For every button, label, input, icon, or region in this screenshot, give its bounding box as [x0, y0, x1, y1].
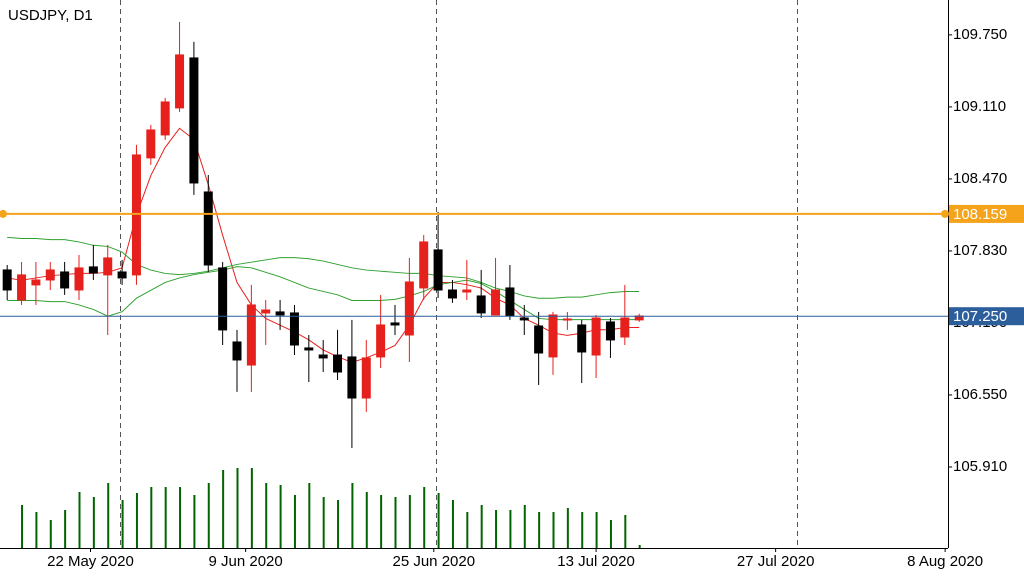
- candle-body: [2, 269, 12, 291]
- candle-body: [591, 317, 601, 356]
- indicator-line: [7, 236, 640, 299]
- candle-body: [146, 129, 156, 159]
- candle-body: [275, 311, 285, 316]
- line-handle: [0, 209, 7, 218]
- y-tick-label: 108.470: [953, 170, 1007, 187]
- x-tick-label: 27 Jul 2020: [737, 553, 815, 570]
- candle-body: [117, 271, 127, 279]
- candle-body: [433, 249, 443, 291]
- y-tick-label: 107.830: [953, 242, 1007, 259]
- candle-body: [548, 314, 558, 358]
- chart-title: USDJPY, D1: [8, 7, 93, 24]
- candle-body: [261, 309, 271, 314]
- candle-body: [160, 101, 170, 136]
- y-tick-label: 105.910: [953, 458, 1007, 475]
- candle-body: [605, 321, 615, 341]
- candle-body: [246, 304, 256, 366]
- candle-body: [462, 289, 472, 293]
- candle-body: [476, 295, 486, 314]
- x-tick-label: 13 Jul 2020: [557, 553, 635, 570]
- candle-body: [218, 267, 228, 331]
- candle-body: [376, 324, 386, 358]
- candle-body: [390, 322, 400, 326]
- candle-body: [620, 317, 630, 338]
- candle-body: [175, 54, 185, 109]
- line-handle: [941, 209, 949, 218]
- price-label-box: [949, 307, 1024, 326]
- candle-body: [74, 267, 84, 291]
- candle-body: [562, 318, 572, 321]
- candle-body: [404, 281, 414, 336]
- indicator-line: [7, 266, 640, 321]
- candle-body: [289, 312, 299, 346]
- price-label-box: [949, 204, 1024, 223]
- candle-body: [347, 356, 357, 399]
- candle-body: [505, 287, 515, 317]
- candle-body: [31, 279, 41, 286]
- candle-body: [519, 317, 529, 321]
- candle-body: [131, 154, 141, 276]
- x-tick-label: 25 Jun 2020: [392, 553, 475, 570]
- y-tick-label: 109.750: [953, 26, 1007, 43]
- candle-body: [103, 257, 113, 276]
- price-label: 107.250: [953, 308, 1007, 325]
- y-tick-label: 109.110: [953, 98, 1006, 115]
- y-tick-label: 106.550: [953, 386, 1007, 403]
- candle-body: [304, 347, 314, 351]
- x-tick-label: 9 Jun 2020: [209, 553, 283, 570]
- candle-body: [419, 241, 429, 289]
- x-tick-label: 8 Aug 2020: [907, 553, 983, 570]
- candle-body: [318, 354, 328, 359]
- candle-body: [577, 324, 587, 353]
- candle-body: [88, 266, 98, 274]
- candle-body: [45, 269, 55, 281]
- price-label: 108.159: [953, 206, 1007, 223]
- x-tick-label: 22 May 2020: [47, 553, 134, 570]
- candle-body: [361, 357, 371, 399]
- candle-body: [333, 354, 343, 373]
- candle-body: [534, 325, 544, 354]
- candle-body: [203, 191, 213, 266]
- candle-body: [189, 57, 199, 184]
- candle-body: [232, 341, 242, 361]
- candle-body: [60, 271, 70, 289]
- candle-body: [447, 289, 457, 299]
- candle-body: [491, 289, 501, 316]
- candle-body: [17, 274, 27, 301]
